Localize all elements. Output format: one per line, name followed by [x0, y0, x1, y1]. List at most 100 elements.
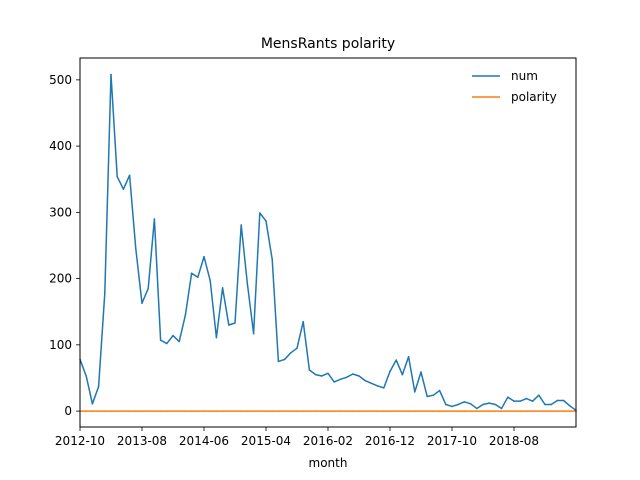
- x-tick-label: 2018-08: [489, 434, 539, 448]
- data-point-num: [265, 220, 267, 222]
- data-point-polarity: [259, 410, 261, 412]
- data-point-num: [333, 381, 335, 383]
- data-point-num: [507, 396, 509, 398]
- y-tick-label: 500: [49, 73, 72, 87]
- data-point-polarity: [513, 410, 515, 412]
- data-point-polarity: [414, 410, 416, 412]
- x-tick-label: 2017-10: [427, 434, 477, 448]
- data-point-num: [494, 403, 497, 406]
- x-tick-label: 2014-06: [179, 434, 229, 448]
- data-point-polarity: [302, 410, 304, 412]
- data-point-num: [519, 400, 521, 402]
- data-point-num: [209, 279, 211, 282]
- data-point-polarity: [321, 410, 323, 412]
- data-point-num: [190, 272, 193, 275]
- data-point-polarity: [228, 410, 230, 412]
- data-point-polarity: [110, 410, 112, 412]
- data-point-num: [482, 403, 484, 406]
- data-point-num: [221, 287, 224, 289]
- data-point-polarity: [283, 410, 286, 412]
- data-point-polarity: [290, 410, 292, 412]
- data-point-polarity: [469, 410, 472, 412]
- data-point-polarity: [550, 410, 552, 412]
- data-point-num: [339, 378, 342, 381]
- series-line-num: [79, 73, 577, 412]
- data-point-polarity: [395, 410, 397, 412]
- x-tick-label: 2015-04: [241, 434, 291, 448]
- data-point-polarity: [221, 410, 224, 412]
- y-tick-label: 100: [49, 338, 72, 352]
- data-point-polarity: [488, 410, 490, 412]
- data-point-polarity: [370, 410, 373, 412]
- data-point-num: [364, 379, 366, 382]
- data-point-num: [296, 347, 298, 349]
- data-point-num: [407, 356, 410, 358]
- data-point-polarity: [215, 410, 218, 412]
- data-point-polarity: [389, 410, 391, 412]
- data-point-polarity: [364, 410, 366, 412]
- data-point-num: [240, 224, 242, 226]
- data-point-num: [352, 373, 354, 375]
- data-point-num: [97, 385, 100, 388]
- data-point-num: [141, 302, 143, 304]
- data-point-polarity: [507, 410, 509, 412]
- data-point-polarity: [190, 410, 193, 412]
- data-point-num: [525, 397, 528, 400]
- chart-title: MensRants polarity: [261, 36, 395, 52]
- data-point-polarity: [438, 410, 441, 412]
- data-point-num: [246, 283, 249, 285]
- data-point-polarity: [482, 410, 484, 412]
- data-point-num: [488, 402, 490, 404]
- x-axis: 2012-10 2013-08 2014-06 2015-04 2016-02 2016-…: [55, 427, 539, 448]
- data-point-num: [283, 358, 286, 361]
- data-point-polarity: [339, 410, 342, 412]
- data-point-polarity: [494, 410, 497, 412]
- data-point-num: [538, 394, 540, 396]
- data-point-polarity: [159, 410, 162, 412]
- data-point-polarity: [457, 410, 459, 412]
- data-point-num: [401, 373, 404, 376]
- data-point-num: [110, 73, 112, 76]
- data-point-num: [308, 369, 311, 371]
- data-point-polarity: [197, 410, 199, 412]
- data-point-num: [531, 400, 534, 402]
- data-point-polarity: [525, 410, 528, 412]
- data-point-polarity: [296, 410, 298, 412]
- data-point-polarity: [500, 410, 503, 412]
- y-axis: 0 100 200 300 400 500: [49, 73, 80, 418]
- legend-label-num: num: [511, 69, 538, 83]
- data-point-polarity: [308, 410, 311, 412]
- data-point-num: [135, 248, 137, 250]
- data-point-polarity: [445, 410, 447, 412]
- data-point-polarity: [327, 410, 329, 412]
- data-point-polarity: [97, 410, 100, 412]
- data-point-polarity: [376, 410, 379, 412]
- data-point-num: [302, 320, 304, 323]
- data-point-polarity: [451, 410, 453, 412]
- data-point-polarity: [562, 410, 565, 412]
- data-point-polarity: [426, 410, 428, 412]
- x-tick-label: 2016-02: [303, 434, 353, 448]
- data-point-polarity: [209, 410, 211, 412]
- data-point-num: [469, 403, 472, 405]
- data-point-polarity: [519, 410, 521, 412]
- data-point-polarity: [153, 410, 156, 412]
- data-point-polarity: [314, 410, 317, 412]
- data-point-num: [500, 407, 503, 410]
- data-point-polarity: [172, 410, 174, 412]
- data-point-num: [345, 376, 348, 379]
- data-point-num: [389, 370, 391, 373]
- data-point-num: [420, 371, 422, 373]
- data-point-polarity: [91, 410, 94, 412]
- data-point-num: [414, 391, 416, 393]
- data-point-polarity: [556, 410, 559, 412]
- data-point-num: [197, 276, 199, 279]
- data-point-num: [166, 342, 168, 345]
- data-point-num: [252, 332, 255, 335]
- series-layer: [79, 73, 577, 412]
- data-point-num: [184, 314, 187, 316]
- data-point-num: [550, 403, 552, 406]
- data-point-num: [178, 340, 180, 343]
- data-point-polarity: [135, 410, 137, 412]
